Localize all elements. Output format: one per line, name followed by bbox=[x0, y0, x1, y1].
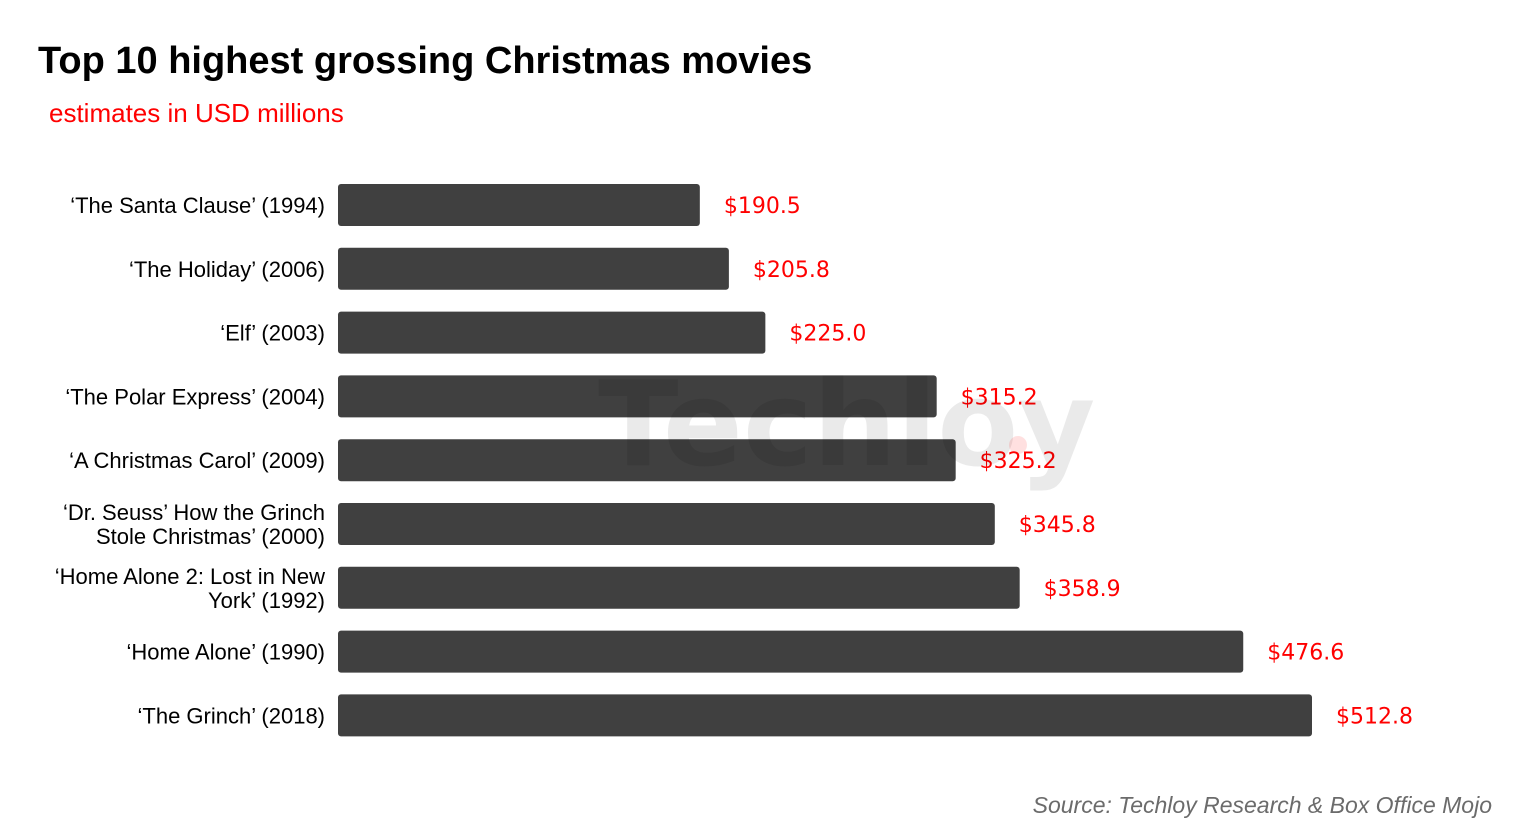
bar bbox=[338, 311, 766, 354]
value-label: $225.0 bbox=[789, 322, 866, 347]
watermark-logo: Techloy bbox=[598, 355, 1095, 493]
bar bbox=[338, 375, 937, 418]
value-label: $358.9 bbox=[1044, 577, 1121, 602]
value-label: $315.2 bbox=[961, 385, 1038, 410]
category-label: ‘The Santa Clause’ (1994) bbox=[70, 193, 325, 218]
value-label: $325.2 bbox=[980, 449, 1057, 474]
category-label: York’ (1992) bbox=[208, 588, 325, 613]
bar bbox=[338, 247, 729, 290]
value-label: $190.5 bbox=[724, 194, 801, 219]
category-label: ‘A Christmas Carol’ (2009) bbox=[69, 448, 325, 473]
bar bbox=[338, 184, 700, 226]
bar bbox=[338, 503, 995, 545]
category-label: ‘Home Alone 2: Lost in New bbox=[55, 564, 325, 589]
bar bbox=[338, 566, 1020, 609]
bar bbox=[338, 694, 1312, 737]
value-label: $476.6 bbox=[1267, 641, 1344, 666]
source-note: Source: Techloy Research & Box Office Mo… bbox=[1032, 792, 1492, 818]
category-label: Stole Christmas’ (2000) bbox=[96, 524, 325, 549]
value-label: $512.8 bbox=[1336, 704, 1413, 729]
category-label: ‘Elf’ (2003) bbox=[220, 321, 325, 346]
category-label: ‘Home Alone’ (1990) bbox=[126, 640, 325, 665]
value-label: $345.8 bbox=[1019, 513, 1096, 538]
category-label: ‘Dr. Seuss’ How the Grinch bbox=[63, 500, 325, 525]
category-label: ‘The Polar Express’ (2004) bbox=[65, 384, 325, 409]
value-label: $205.8 bbox=[753, 258, 830, 283]
category-label: ‘The Grinch’ (2018) bbox=[138, 703, 325, 728]
watermark-dot bbox=[1009, 436, 1027, 454]
category-label: ‘The Holiday’ (2006) bbox=[129, 257, 325, 282]
bar bbox=[338, 630, 1244, 673]
bar bbox=[338, 439, 956, 482]
chart-subtitle: estimates in USD millions bbox=[49, 98, 344, 128]
chart-title: Top 10 highest grossing Christmas movies bbox=[38, 40, 813, 82]
